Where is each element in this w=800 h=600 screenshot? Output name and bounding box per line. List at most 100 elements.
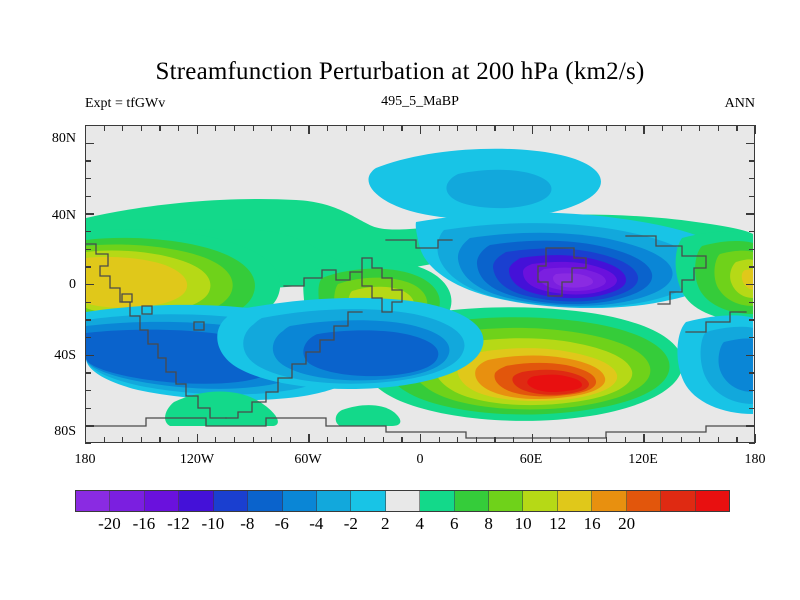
tick-mark	[736, 437, 738, 443]
tick-mark	[749, 390, 755, 392]
tick-mark	[215, 125, 217, 131]
colorbar-cell-10	[420, 491, 455, 511]
colorbar	[75, 490, 730, 512]
tick-mark	[345, 125, 347, 131]
tick-mark	[122, 125, 124, 131]
tick-mark	[326, 437, 329, 443]
tick-mark	[746, 213, 755, 215]
tick-mark	[85, 434, 87, 443]
colorbar-cell-3	[179, 491, 214, 511]
tick-mark	[749, 372, 755, 374]
tick-mark	[196, 125, 198, 134]
tick-mark	[475, 437, 478, 443]
case-label: 495_5_MaBP	[381, 94, 459, 109]
tick-mark	[624, 437, 626, 443]
x-tick-label-180e: 180	[744, 452, 766, 467]
tick-mark	[624, 125, 626, 131]
tick-mark	[233, 437, 236, 443]
colorbar-cell-18	[695, 491, 730, 511]
tick-mark	[178, 437, 180, 443]
tick-mark	[531, 434, 533, 443]
colorbar-tick--12: -12	[167, 514, 190, 533]
y-tick-label-40n: 40N	[51, 208, 76, 223]
tick-mark	[85, 372, 91, 374]
tick-mark	[252, 437, 254, 443]
colorbar-tick-2: 2	[381, 514, 390, 533]
tick-mark	[178, 125, 180, 131]
colorbar-cell-9	[385, 491, 421, 511]
tick-mark	[568, 125, 571, 131]
tick-mark	[749, 195, 755, 197]
colorbar-cell-14	[557, 491, 593, 511]
colorbar-cell-13	[523, 491, 558, 511]
tick-mark	[271, 437, 273, 443]
tick-mark	[494, 125, 496, 131]
tick-mark	[749, 443, 755, 445]
tick-mark	[568, 437, 571, 443]
colorbar-tick-10: 10	[514, 514, 532, 533]
tick-mark	[746, 284, 755, 286]
y-tick-label-40s: 40S	[54, 348, 76, 363]
tick-mark	[289, 125, 291, 131]
colorbar-cell-12	[489, 491, 524, 511]
tick-mark	[103, 125, 105, 131]
colorbar-tick-20: 20	[618, 514, 636, 533]
tick-mark	[699, 437, 701, 443]
tick-mark	[85, 337, 91, 339]
tick-mark	[438, 125, 440, 131]
tick-mark	[85, 390, 91, 392]
colorbar-cell-2	[144, 491, 180, 511]
colorbar-tick-12: 12	[549, 514, 567, 533]
colorbar-tick-labels: -20 -16 -12 -10 -8 -6 -4 -2 2 4 6 8 10 12 16 20	[75, 514, 730, 538]
tick-mark	[755, 125, 757, 134]
tick-mark	[755, 434, 757, 443]
y-tick-label-80n: 80N	[51, 131, 76, 146]
x-tick-label-0: 0	[416, 452, 424, 467]
tick-mark	[746, 142, 755, 144]
colorbar-cell-15	[592, 491, 627, 511]
tick-mark	[749, 337, 755, 339]
subtitle-row: Expt = tfGWv 495_5_MaBP ANN	[85, 94, 755, 114]
tick-mark	[122, 437, 124, 443]
page-title: Streamfunction Perturbation at 200 hPa (…	[155, 58, 645, 85]
colorbar-tick--8: -8	[240, 514, 255, 533]
colorbar-tick--16: -16	[132, 514, 156, 533]
tick-mark	[85, 231, 91, 233]
colorbar-tick-4: 4	[415, 514, 424, 533]
tick-mark	[85, 160, 91, 162]
tick-mark	[717, 125, 719, 131]
tick-mark	[364, 437, 366, 443]
colorbar-tick-6: 6	[449, 514, 459, 533]
tick-mark	[85, 195, 91, 197]
experiment-label: Expt = tfGWv	[85, 96, 166, 111]
colorbar-tick-8: 8	[484, 514, 493, 533]
colorbar-tick--10: -10	[201, 514, 225, 533]
y-tick-label-0: 0	[69, 277, 76, 292]
colorbar-cell-16	[626, 491, 662, 511]
tick-mark	[606, 437, 608, 443]
tick-mark	[643, 434, 645, 443]
tick-mark	[271, 125, 273, 131]
tick-mark	[420, 125, 422, 134]
tick-mark	[308, 434, 310, 443]
tick-mark	[364, 125, 366, 131]
tick-mark	[215, 437, 217, 443]
tick-mark	[550, 125, 552, 131]
tick-mark	[140, 437, 143, 443]
colorbar-cell-6	[282, 491, 317, 511]
colorbar-cell-0	[76, 491, 111, 511]
tick-mark	[661, 437, 664, 443]
tick-mark	[401, 125, 403, 131]
tick-mark	[85, 178, 91, 180]
colorbar-cell-17	[661, 491, 696, 511]
tick-mark	[85, 248, 91, 250]
tick-mark	[749, 178, 755, 180]
tick-mark	[85, 213, 94, 215]
colorbar-cell-4	[213, 491, 249, 511]
tick-mark	[746, 425, 755, 427]
tick-mark	[550, 437, 552, 443]
tick-mark	[438, 437, 440, 443]
tick-mark	[401, 437, 403, 443]
tick-mark	[85, 284, 94, 286]
